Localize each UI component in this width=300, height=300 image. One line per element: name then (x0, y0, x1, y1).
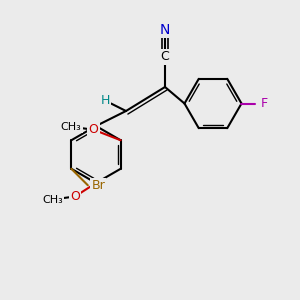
Text: CH₃: CH₃ (61, 122, 82, 132)
Text: C: C (160, 50, 169, 64)
Text: N: N (160, 23, 170, 37)
Text: O: O (89, 123, 99, 136)
Text: F: F (260, 97, 268, 110)
Text: CH₃: CH₃ (42, 194, 63, 205)
Text: O: O (70, 190, 80, 203)
Text: Br: Br (92, 179, 105, 192)
Text: H: H (100, 94, 110, 107)
